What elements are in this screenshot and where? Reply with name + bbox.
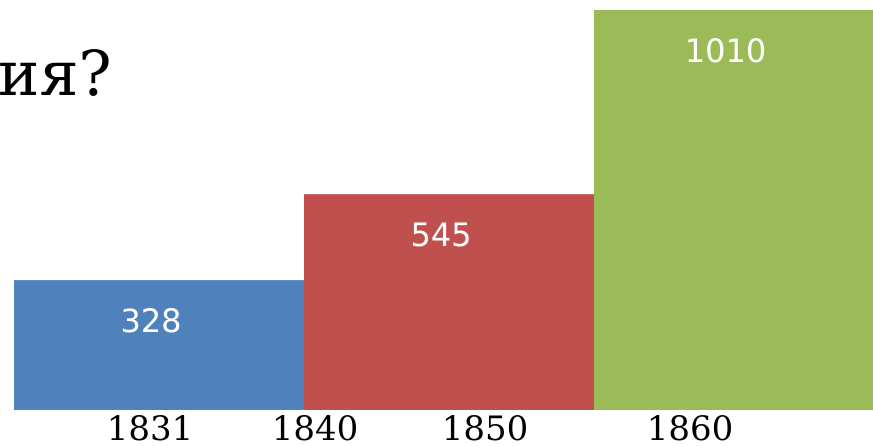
bar bbox=[594, 10, 873, 410]
x-tick-label: 1840 bbox=[272, 409, 359, 446]
x-tick-label: 1860 bbox=[647, 409, 734, 446]
value-label: 545 bbox=[410, 216, 471, 254]
x-tick-label: 1831 bbox=[107, 409, 194, 446]
x-tick-label: 1850 bbox=[442, 409, 529, 446]
value-label: 328 bbox=[120, 302, 181, 340]
value-label: 1010 bbox=[685, 32, 766, 70]
bar bbox=[304, 194, 594, 410]
chart-title: ия? bbox=[0, 37, 112, 110]
bar bbox=[14, 280, 304, 410]
